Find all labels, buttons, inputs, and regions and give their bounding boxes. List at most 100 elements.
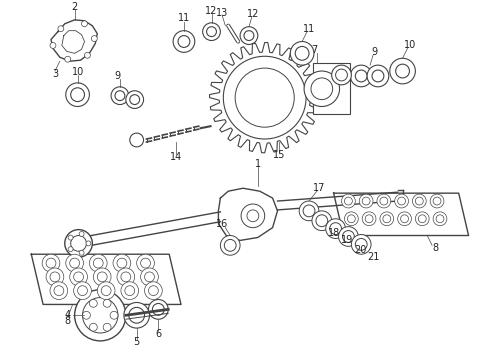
Circle shape [367,65,389,87]
Circle shape [436,215,444,223]
Circle shape [365,215,373,223]
Circle shape [342,194,355,208]
Circle shape [121,282,139,300]
Circle shape [152,303,164,315]
Circle shape [316,215,328,227]
Circle shape [42,254,60,272]
Circle shape [65,56,71,62]
Circle shape [380,212,393,226]
Circle shape [68,235,73,240]
Circle shape [82,311,90,319]
Circle shape [141,258,150,268]
Circle shape [91,36,98,41]
Circle shape [372,70,384,82]
Circle shape [430,194,444,208]
Circle shape [129,307,145,323]
Circle shape [71,235,86,251]
Circle shape [339,227,358,246]
Circle shape [359,194,373,208]
Circle shape [416,197,423,205]
Text: 10: 10 [404,40,416,50]
Circle shape [380,197,388,205]
Circle shape [148,300,168,319]
Text: 1: 1 [255,159,261,168]
Circle shape [336,69,347,81]
Circle shape [89,323,98,331]
Circle shape [74,282,91,300]
Circle shape [350,65,372,87]
Circle shape [223,56,306,139]
Circle shape [50,272,60,282]
Text: 8: 8 [432,243,438,253]
Circle shape [54,286,64,296]
Circle shape [98,272,107,282]
Circle shape [110,311,118,319]
Text: 7: 7 [311,45,317,55]
Circle shape [416,212,429,226]
Circle shape [344,212,358,226]
Circle shape [173,31,195,52]
Circle shape [103,300,111,307]
Circle shape [394,194,409,208]
Circle shape [126,91,144,108]
Circle shape [71,88,84,102]
Circle shape [347,215,355,223]
Text: 9: 9 [371,47,377,57]
Circle shape [130,133,144,147]
Circle shape [396,64,410,78]
Circle shape [304,71,340,107]
Circle shape [141,268,158,286]
Circle shape [290,41,314,65]
Circle shape [240,27,258,44]
Circle shape [46,258,56,268]
Circle shape [103,323,111,331]
Text: 20: 20 [354,245,367,255]
Circle shape [312,211,332,231]
Circle shape [235,68,294,127]
Circle shape [121,272,131,282]
Circle shape [117,258,127,268]
Circle shape [77,286,87,296]
Circle shape [93,268,111,286]
Circle shape [220,235,240,255]
Text: 9: 9 [114,71,120,81]
Circle shape [93,258,103,268]
Text: 18: 18 [327,228,340,238]
Circle shape [66,254,83,272]
FancyBboxPatch shape [313,63,350,114]
Text: 12: 12 [205,6,218,16]
Circle shape [68,247,73,252]
Text: 16: 16 [216,219,228,229]
Circle shape [148,286,158,296]
Circle shape [117,268,135,286]
Circle shape [79,231,84,237]
Circle shape [413,194,426,208]
Text: 14: 14 [170,152,182,162]
Circle shape [433,197,441,205]
Circle shape [130,95,140,104]
Circle shape [125,286,135,296]
Text: 11: 11 [303,24,315,34]
Circle shape [203,23,220,41]
Circle shape [362,197,370,205]
Circle shape [332,65,351,85]
Circle shape [145,282,162,300]
Text: 12: 12 [246,9,259,19]
Circle shape [295,46,309,60]
Circle shape [137,254,154,272]
Circle shape [46,268,64,286]
Circle shape [79,250,84,255]
Circle shape [86,241,91,246]
Circle shape [70,258,79,268]
Circle shape [50,42,56,48]
Circle shape [111,87,129,104]
Circle shape [178,36,190,48]
Circle shape [398,212,412,226]
Text: 2: 2 [72,2,78,12]
Circle shape [344,197,352,205]
Text: 5: 5 [134,337,140,347]
Text: 19: 19 [342,235,354,246]
Circle shape [383,215,391,223]
Circle shape [224,239,236,251]
Circle shape [418,215,426,223]
